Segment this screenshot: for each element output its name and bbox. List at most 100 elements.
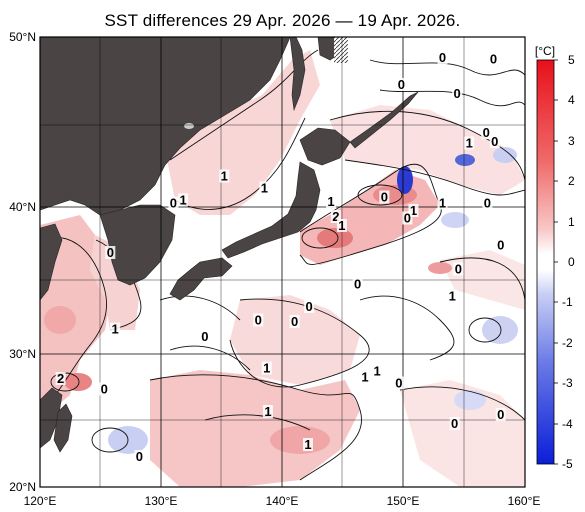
contour-label-bg bbox=[168, 196, 179, 210]
contour-line bbox=[159, 295, 241, 321]
contour-label-bg bbox=[134, 450, 145, 463]
contour-label-bg bbox=[453, 262, 464, 276]
contour-line bbox=[379, 89, 525, 107]
contour-label-bg bbox=[253, 313, 264, 327]
contour-label: 1 bbox=[304, 437, 311, 452]
contour-label: 1 bbox=[338, 218, 345, 233]
contour-label: 0 bbox=[354, 277, 361, 292]
contour-label-bg bbox=[219, 169, 230, 183]
cool-patch-kuroshio-2 bbox=[455, 154, 475, 166]
land-sakhalin bbox=[289, 37, 306, 112]
contour-label: 0 bbox=[497, 407, 504, 422]
warm-spot-east-kuroshio bbox=[428, 262, 452, 274]
warm-patch-east-south bbox=[400, 380, 525, 487]
contour-label: 0 bbox=[107, 245, 114, 260]
contour-label-bg bbox=[199, 330, 210, 343]
lat-label: 50°N bbox=[9, 30, 36, 44]
contour-label: 1 bbox=[466, 136, 473, 151]
contour-label-bg bbox=[178, 193, 189, 207]
contour-label: 0 bbox=[136, 449, 143, 464]
contour-label-bg bbox=[489, 135, 500, 148]
contour-line bbox=[399, 386, 525, 421]
colorbar-tick-label: 2 bbox=[568, 174, 575, 188]
colorbar-tick-label: -1 bbox=[562, 295, 573, 309]
lon-label: 150°E bbox=[387, 494, 420, 508]
contour-label: 1 bbox=[410, 203, 417, 218]
contour-label: 0 bbox=[455, 262, 462, 277]
contour-label-bg bbox=[372, 364, 383, 378]
cool-patch-east-3 bbox=[454, 390, 486, 410]
contour-label-bg bbox=[452, 87, 463, 100]
contour-line bbox=[149, 374, 362, 481]
contour-label-bg bbox=[262, 405, 273, 418]
contour-label: 0 bbox=[439, 50, 446, 65]
cool-patch-east bbox=[482, 316, 518, 344]
land-asia-mainland bbox=[40, 37, 291, 216]
colorbar-tick-label: 0 bbox=[568, 255, 575, 269]
contour-label: 0 bbox=[453, 86, 460, 101]
contour-label: 1 bbox=[439, 196, 446, 211]
contour-label: 0 bbox=[398, 77, 405, 92]
contour-label-bg bbox=[495, 408, 506, 421]
contour-line bbox=[439, 257, 525, 301]
map-frame bbox=[39, 36, 526, 488]
land-hokkaido bbox=[299, 127, 351, 166]
contour-label-bg bbox=[393, 376, 404, 390]
contour-label: 1 bbox=[373, 364, 380, 379]
lake-khanka bbox=[184, 123, 194, 129]
contour-label-bg bbox=[408, 204, 419, 217]
contour-label-bg bbox=[447, 289, 458, 303]
contour-label-bg bbox=[482, 196, 493, 210]
lon-label: 120°E bbox=[24, 494, 57, 508]
contour-label-bg bbox=[326, 195, 336, 208]
contour-label: 0 bbox=[201, 329, 208, 344]
contour-label: 0 bbox=[484, 196, 491, 211]
cool-patch-kuroshio bbox=[397, 166, 413, 194]
contour-label: 0 bbox=[255, 313, 262, 328]
contour-label: 1 bbox=[221, 169, 228, 184]
land-taiwan bbox=[53, 403, 73, 453]
warm-spot-kuroshio bbox=[317, 228, 353, 248]
contour-line bbox=[329, 110, 525, 181]
contour-label: 1 bbox=[449, 289, 456, 304]
contour-label-bg bbox=[437, 196, 448, 210]
contour-label-bg bbox=[105, 246, 116, 259]
land-masses bbox=[40, 37, 419, 453]
lat-label: 20°N bbox=[9, 480, 36, 494]
contour-label-bg bbox=[289, 315, 300, 328]
contour-label: 1 bbox=[264, 404, 271, 419]
contour-label: 2 bbox=[57, 371, 64, 386]
contour-line bbox=[169, 345, 251, 371]
colorbar-tick-label: -2 bbox=[562, 336, 573, 350]
contour-label: 0 bbox=[291, 314, 298, 329]
contour-label: 1 bbox=[179, 193, 186, 208]
contour-line bbox=[369, 59, 525, 76]
contour-label: 1 bbox=[263, 361, 270, 376]
contour-label-bg bbox=[464, 136, 475, 150]
lon-label: 160°E bbox=[508, 494, 541, 508]
contour-label: 0 bbox=[483, 125, 490, 140]
map-title: SST differences 29 Apr. 2026 — 19 Apr. 2… bbox=[104, 11, 461, 30]
graticule bbox=[40, 37, 525, 487]
warm-spot-taiwan-strait bbox=[64, 373, 92, 391]
contour-label-bg bbox=[259, 181, 270, 195]
contour-label: 0 bbox=[490, 52, 497, 67]
contour-label-bg bbox=[99, 382, 110, 396]
warm-spot-east-china bbox=[44, 306, 76, 334]
contour-label-bg bbox=[495, 238, 506, 252]
contour-line bbox=[357, 184, 403, 206]
lat-label: 40°N bbox=[9, 200, 36, 214]
colorbar-unit: [°C] bbox=[535, 44, 555, 58]
contour-label-bg bbox=[304, 300, 315, 313]
contour-label-bg bbox=[110, 322, 121, 336]
contour-label-bg bbox=[336, 219, 347, 232]
contour-label-bg bbox=[55, 372, 66, 385]
contour-label: 1 bbox=[261, 181, 268, 196]
contour-line bbox=[204, 414, 311, 431]
contour-label-bg bbox=[302, 438, 313, 451]
contour-line bbox=[468, 317, 502, 343]
lat-label: 30°N bbox=[9, 347, 36, 361]
contour-line bbox=[301, 227, 339, 249]
